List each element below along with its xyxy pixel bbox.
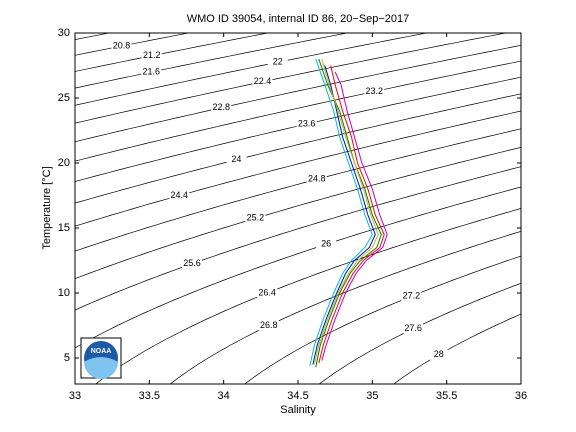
- y-tick-label: 15: [58, 222, 70, 234]
- profiles: [309, 58, 388, 368]
- contour-label: 20.8: [113, 40, 131, 50]
- isopycnal: [393, 313, 521, 384]
- contour-label: 25.2: [247, 213, 265, 223]
- contour-label-bg: [403, 323, 424, 334]
- contour-label: 24: [231, 154, 241, 164]
- contour-label: 27.2: [403, 291, 421, 301]
- x-tick-label: 34.5: [287, 390, 308, 402]
- profile-line: [312, 65, 376, 365]
- isopycnal: [318, 282, 521, 384]
- contour-label: 24.8: [308, 174, 326, 184]
- logo-text: NOAA: [91, 348, 112, 355]
- y-tick-label: 5: [64, 352, 70, 364]
- isopycnal: [75, 33, 111, 40]
- isopycnal: [244, 255, 521, 384]
- chart-title: WMO ID 39054, internal ID 86, 20−Sep−201…: [187, 13, 410, 25]
- contour-label-bg: [267, 57, 288, 68]
- contour-label-bg: [428, 349, 449, 360]
- x-tick-label: 35.5: [436, 390, 457, 402]
- contour-label: 24.4: [171, 190, 189, 200]
- contour-label: 23.6: [298, 118, 316, 128]
- contour-label-bg: [111, 41, 132, 51]
- contour-label: 26: [321, 239, 331, 249]
- x-tick-label: 33.5: [139, 390, 160, 402]
- x-tick-label: 36: [515, 390, 527, 402]
- contour-label: 22: [273, 57, 283, 67]
- contour-label: 23.2: [366, 86, 384, 96]
- contour-label-bg: [252, 76, 273, 87]
- isopycnal: [75, 128, 521, 252]
- contour-label-bg: [245, 213, 266, 224]
- plot-frame: [74, 32, 522, 385]
- isopycnal: [75, 33, 349, 89]
- contour-label-bg: [169, 190, 190, 201]
- y-tick-label: 10: [58, 287, 70, 299]
- isopycnal: [75, 146, 521, 280]
- contour-label-bg: [401, 291, 422, 302]
- y-axis-label: Temperature [°C]: [41, 166, 53, 249]
- logo-wave: [84, 357, 118, 379]
- isopycnal: [75, 60, 521, 162]
- contour-label: 25.6: [183, 258, 201, 268]
- contour-label-bg: [181, 258, 202, 269]
- contour-label: 22.4: [254, 76, 272, 86]
- logo: NOAA: [80, 337, 122, 379]
- contour-label-bg: [364, 86, 385, 97]
- y-tick-label: 25: [58, 92, 70, 104]
- contour-label: 27.6: [404, 323, 422, 333]
- contour-label-bg: [211, 102, 232, 113]
- contour-label: 26.4: [258, 287, 276, 297]
- axes: 33 33.5 34 34.5 35 35.5 36 5 10 15 20 25 30: [58, 27, 527, 402]
- isopycnal: [75, 110, 521, 227]
- contour-label-bg: [296, 119, 317, 129]
- contour-label-bg: [306, 174, 327, 185]
- profile-line: [318, 65, 385, 364]
- contour-label-bg: [316, 239, 337, 250]
- x-tick-label: 34: [218, 390, 230, 402]
- contour-label: 28: [434, 349, 444, 359]
- contour-label-bg: [141, 67, 162, 77]
- profile-line: [309, 58, 373, 366]
- contour-label-bg: [141, 50, 162, 61]
- isopycnal: [75, 33, 270, 72]
- contour-label: 26.8: [260, 320, 278, 330]
- contour-label-bg: [257, 288, 278, 298]
- contour-label-bg: [226, 154, 247, 165]
- x-axis-label: Salinity: [280, 404, 316, 416]
- isopycnal: [75, 44, 521, 143]
- contour-label-bg: [258, 320, 279, 331]
- isopycnal: [75, 33, 508, 124]
- contour-label: 22.8: [212, 102, 230, 112]
- isopycnal: [75, 33, 428, 106]
- x-tick-label: 35: [366, 390, 378, 402]
- x-tick-label: 33: [69, 390, 81, 402]
- profile-line: [315, 58, 382, 368]
- contour-label: 21.2: [143, 50, 161, 60]
- y-tick-label: 30: [58, 27, 70, 39]
- profile-line: [313, 58, 379, 365]
- contour-label: 21.6: [142, 66, 160, 76]
- profile-line: [321, 71, 388, 361]
- isopycnal: [169, 230, 521, 384]
- y-tick-label: 20: [58, 157, 70, 169]
